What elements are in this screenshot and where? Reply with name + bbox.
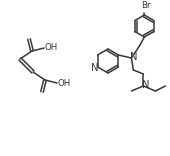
Text: N: N [91,63,98,73]
Text: OH: OH [57,78,71,88]
Text: N: N [142,80,149,90]
Text: OH: OH [44,44,58,53]
Text: N: N [130,52,138,62]
Text: Br: Br [141,2,150,10]
